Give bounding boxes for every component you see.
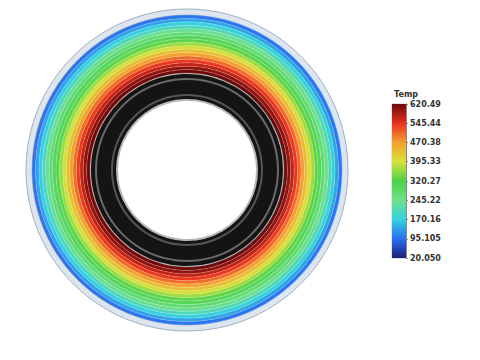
svg-text:Temp: Temp — [394, 90, 418, 99]
svg-text:470.38: 470.38 — [410, 138, 441, 147]
svg-text:20.050: 20.050 — [410, 254, 441, 263]
svg-text:545.44: 545.44 — [410, 119, 441, 128]
svg-text:245.22: 245.22 — [410, 196, 441, 205]
svg-text:620.49: 620.49 — [410, 100, 441, 109]
svg-text:320.27: 320.27 — [410, 177, 441, 186]
svg-text:395.33: 395.33 — [410, 157, 441, 166]
svg-text:170.16: 170.16 — [410, 215, 441, 224]
svg-text:95.105: 95.105 — [410, 234, 441, 243]
